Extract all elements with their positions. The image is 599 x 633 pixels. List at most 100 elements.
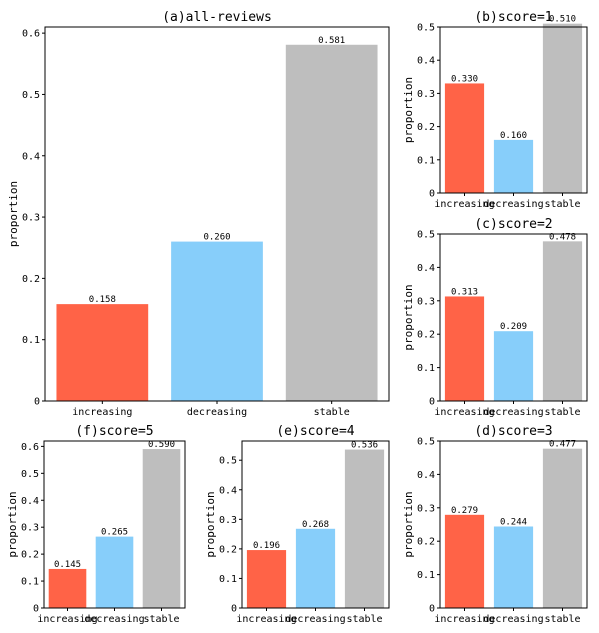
x-tick-label-increasing: increasing	[72, 407, 132, 418]
bar-stable	[142, 449, 181, 608]
y-tick-label: 0	[429, 604, 435, 615]
chart-title: (a)all-reviews	[162, 10, 272, 25]
bar-decreasing	[295, 528, 336, 608]
y-tick-label: 0.2	[21, 550, 39, 561]
bar-increasing	[444, 296, 485, 401]
y-tick-label: 0.3	[417, 89, 435, 100]
y-axis-label: proportion	[7, 181, 20, 247]
value-label-increasing: 0.196	[253, 541, 280, 551]
y-tick-label: 0.5	[417, 437, 435, 448]
x-tick-label-stable: stable	[544, 407, 580, 418]
y-tick-label: 0.1	[219, 574, 237, 585]
value-label-stable: 0.510	[549, 15, 576, 25]
y-axis-label: proportion	[402, 77, 415, 143]
y-axis-label: proportion	[6, 491, 19, 557]
x-tick-label-increasing: increasing	[434, 199, 494, 210]
y-tick-label: 0.1	[21, 577, 39, 588]
x-tick-label-stable: stable	[544, 199, 580, 210]
value-label-decreasing: 0.265	[101, 528, 128, 538]
bar-stable	[542, 23, 583, 194]
bar-stable	[542, 448, 583, 608]
y-tick-label: 0	[33, 604, 39, 615]
bar-increasing	[444, 514, 485, 608]
y-tick-label: 0.5	[417, 230, 435, 241]
y-tick-label: 0.1	[417, 155, 435, 166]
chart-panel-b: 0.330 0.160 0.510 0 0.1 0.2 0.3 0.4 0.5 increasin…	[402, 10, 588, 210]
y-axis-label: proportion	[204, 491, 217, 557]
value-label-stable: 0.581	[318, 36, 345, 46]
y-tick-label: 0.3	[417, 296, 435, 307]
y-tick-label: 0.4	[219, 485, 237, 496]
y-tick-label: 0.4	[22, 151, 40, 162]
x-tick-label-increasing: increasing	[434, 614, 494, 625]
y-tick-label: 0.1	[22, 335, 40, 346]
x-tick-label-stable: stable	[544, 614, 580, 625]
value-label-stable: 0.478	[549, 232, 576, 242]
y-tick-label: 0.2	[417, 330, 435, 341]
bar-stable	[542, 241, 583, 401]
y-tick-label: 0.5	[219, 456, 237, 467]
y-tick-label: 0.4	[21, 496, 39, 507]
bar-stable	[285, 44, 378, 401]
chart-panel-f: 0.145 0.265 0.590 0 0.1 0.2 0.3 0.4 0.5 0.6 increa…	[6, 424, 186, 625]
y-tick-label: 0.2	[219, 544, 237, 555]
bar-decreasing	[171, 241, 263, 401]
value-label-increasing: 0.330	[451, 74, 478, 84]
bar-stable	[344, 449, 385, 608]
y-tick-label: 0.3	[417, 503, 435, 514]
x-tick-label-stable: stable	[143, 614, 179, 625]
x-tick-label-decreasing: decreasing	[483, 199, 543, 210]
bar-decreasing	[493, 331, 534, 401]
y-tick-label: 0	[231, 604, 237, 615]
chart-panel-d: 0.279 0.244 0.477 0 0.1 0.2 0.3 0.4 0.5 increasin…	[402, 424, 588, 625]
bar-increasing	[444, 83, 485, 193]
y-axis-label: proportion	[402, 284, 415, 350]
y-tick-label: 0	[34, 397, 40, 408]
bar-increasing	[246, 550, 287, 608]
value-label-increasing: 0.313	[451, 287, 478, 297]
chart-panel-a: 0.158 0.260 0.581 0 0.1 0.2 0.3 0.4 0.5 0.6 increa…	[7, 10, 390, 418]
y-tick-label: 0.1	[417, 570, 435, 581]
y-tick-label: 0.5	[22, 90, 40, 101]
bar-decreasing	[493, 526, 534, 608]
y-tick-label: 0.3	[21, 523, 39, 534]
y-tick-label: 0.3	[22, 213, 40, 224]
value-label-stable: 0.477	[549, 440, 576, 450]
y-tick-label: 0	[429, 189, 435, 200]
chart-panel-c: 0.313 0.209 0.478 0 0.1 0.2 0.3 0.4 0.5 increasin…	[402, 217, 588, 418]
chart-title: (e)score=4	[276, 424, 354, 439]
value-label-stable: 0.536	[351, 441, 378, 451]
y-tick-label: 0.4	[417, 56, 435, 67]
bar-decreasing	[493, 139, 534, 193]
y-tick-label: 0.2	[417, 537, 435, 548]
y-tick-label: 0.2	[22, 274, 40, 285]
value-label-stable: 0.590	[148, 440, 175, 450]
y-tick-label: 0.4	[417, 263, 435, 274]
x-tick-label-stable: stable	[314, 407, 350, 418]
value-label-decreasing: 0.260	[203, 233, 230, 243]
y-axis-label: proportion	[402, 491, 415, 557]
value-label-increasing: 0.279	[451, 506, 478, 516]
y-tick-label: 0.4	[417, 470, 435, 481]
x-tick-label-decreasing: decreasing	[84, 614, 144, 625]
x-tick-label-decreasing: decreasing	[187, 407, 247, 418]
bar-increasing	[48, 568, 87, 608]
x-tick-label-increasing: increasing	[37, 614, 97, 625]
x-tick-label-stable: stable	[346, 614, 382, 625]
chart-title: (c)score=2	[474, 217, 552, 232]
value-label-decreasing: 0.244	[500, 518, 527, 528]
chart-panel-e: 0.196 0.268 0.536 0 0.1 0.2 0.3 0.4 0.5 increasin…	[204, 424, 390, 625]
bar-increasing	[56, 304, 149, 401]
y-tick-label: 0	[429, 397, 435, 408]
value-label-decreasing: 0.209	[500, 322, 527, 332]
chart-title: (f)score=5	[75, 424, 153, 439]
x-tick-label-increasing: increasing	[434, 407, 494, 418]
x-tick-label-decreasing: decreasing	[483, 614, 543, 625]
y-tick-label: 0.5	[21, 469, 39, 480]
x-tick-label-decreasing: decreasing	[285, 614, 345, 625]
y-tick-label: 0.1	[417, 363, 435, 374]
value-label-increasing: 0.145	[54, 560, 81, 570]
value-label-decreasing: 0.268	[302, 520, 329, 530]
chart-title: (d)score=3	[474, 424, 552, 439]
